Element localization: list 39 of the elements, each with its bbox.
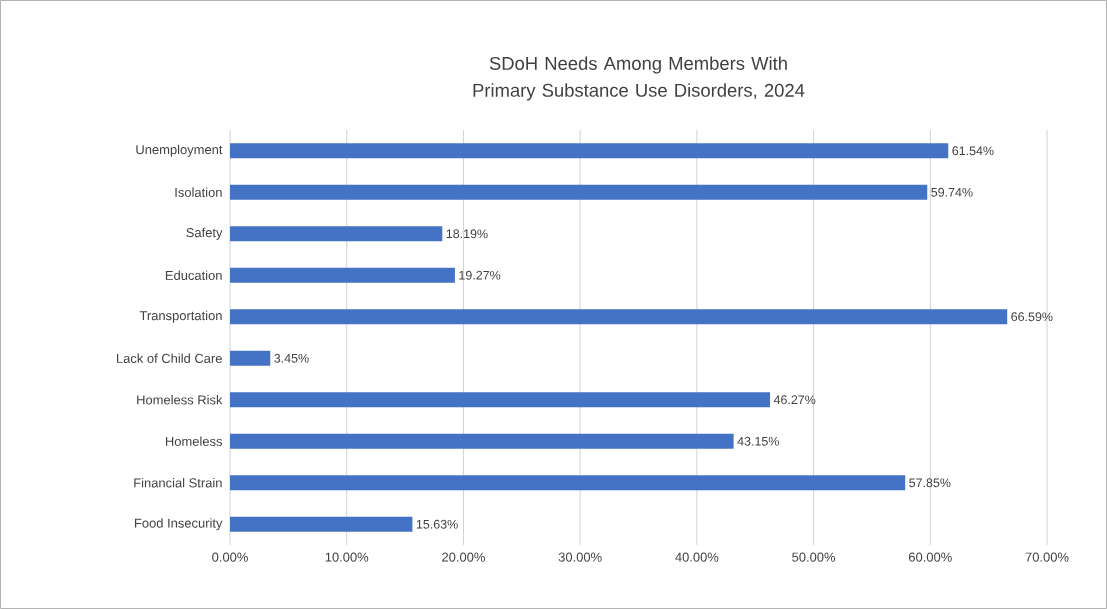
data-label: 3.45% [274,353,309,363]
bar [230,392,771,408]
x-tick-label: 40.00% [675,552,719,562]
y-tick-label: Isolation [175,187,222,197]
bar [230,184,928,200]
x-tick-label: 70.00% [1025,552,1069,562]
bar [230,516,413,532]
x-tick-label: 20.00% [442,552,485,562]
data-label: 61.54% [952,146,994,156]
data-label: 46.27% [773,395,816,405]
data-label: 59.74% [931,187,973,197]
data-label: 43.15% [737,436,779,446]
y-tick-label: Transportation [139,310,222,323]
data-label: 66.59% [1011,312,1053,322]
x-tick-label: 50.00% [792,552,836,562]
bar [230,433,734,449]
y-tick-label: Education [165,270,222,280]
y-tick-label: Safety [186,227,223,240]
y-tick-label: Unemployment [136,144,223,157]
chart-title: SDoH Needs Among Members With Primary Substance Use Disorders, 2024 [473,56,805,101]
x-tick-label: 10.00% [325,552,369,562]
y-tick-label: Financial Strain [134,477,222,488]
y-tick-label: Homeless Risk [137,394,223,405]
data-label: 15.63% [416,519,458,529]
bar [230,309,1008,325]
bar [230,475,906,491]
data-label: 18.19% [446,229,488,239]
y-tick-label: Homeless [165,436,223,446]
data-label: 19.27% [459,270,501,280]
data-label: 57.85% [909,478,951,488]
y-tick-label: Lack of Child Care [117,353,222,363]
bar [230,226,443,242]
x-tick-label: 0.00% [212,552,248,562]
x-tick-label: 60.00% [908,552,952,562]
bar [230,267,455,283]
x-tick-label: 30.00% [558,552,602,562]
y-tick-label: Food Insecurity [135,518,223,531]
bar [230,350,271,366]
bar [230,143,949,159]
